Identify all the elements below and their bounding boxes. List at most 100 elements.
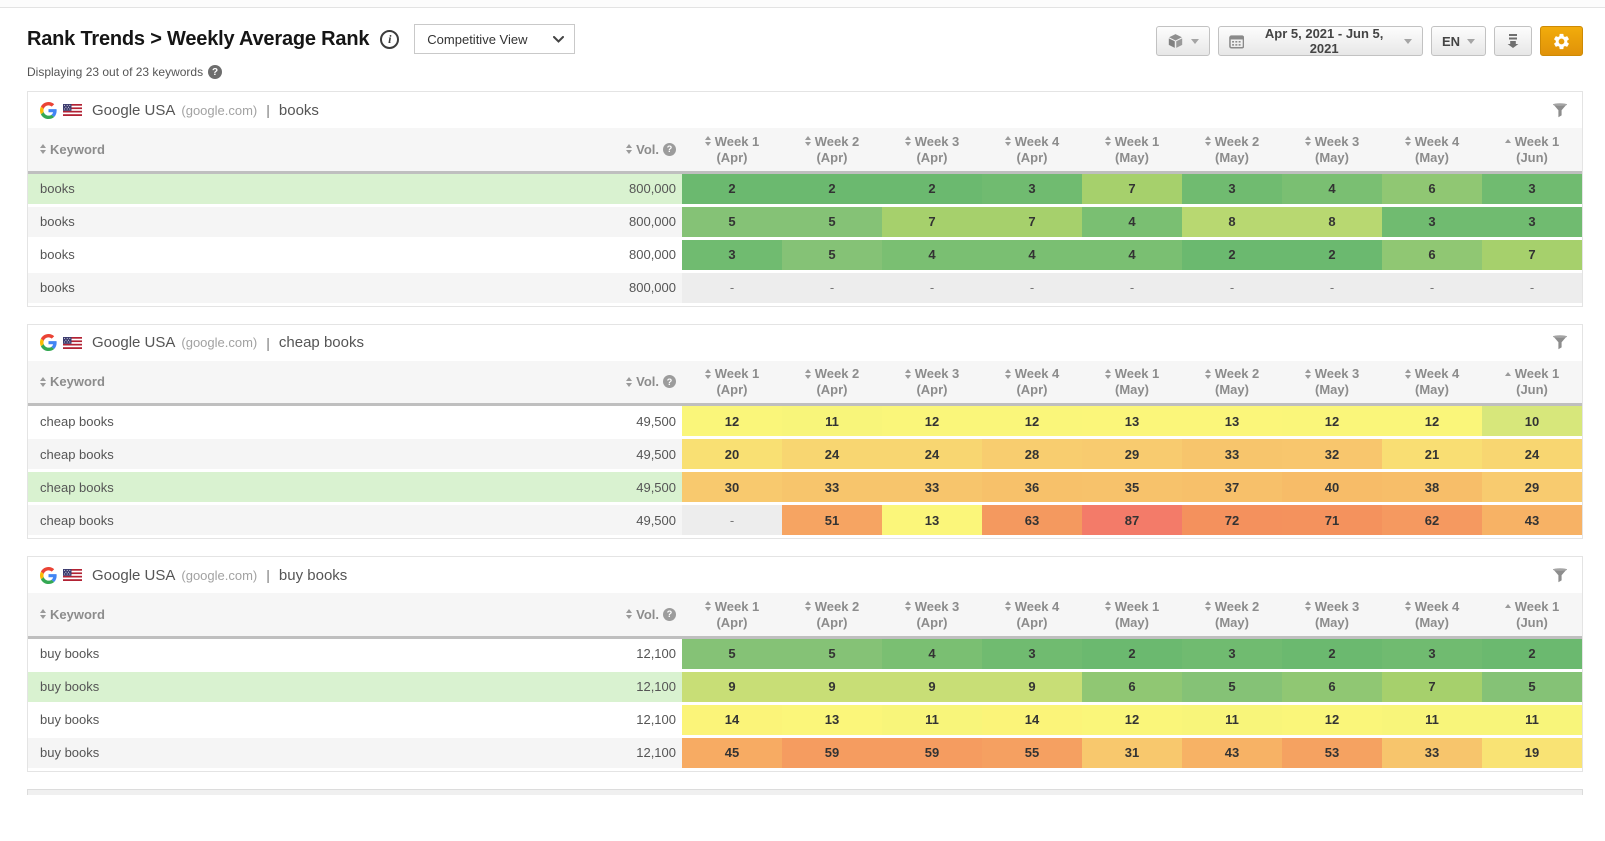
filter-icon[interactable] [1552, 567, 1568, 583]
engine-name: Google USA [92, 334, 176, 351]
filter-icon[interactable] [1552, 335, 1568, 350]
column-header-week-3[interactable]: Week 3 (Apr) [882, 593, 982, 637]
column-header-week-2[interactable]: Week 2 (Apr) [782, 361, 882, 405]
keyword-cell: books [28, 172, 602, 205]
view-selector-value: Competitive View [427, 31, 528, 47]
column-header-week-3[interactable]: Week 3 (Apr) [882, 361, 982, 405]
column-header-volume[interactable]: Vol.? [602, 361, 682, 405]
column-header-week-7[interactable]: Week 3 (May) [1282, 593, 1382, 637]
rank-cell: 8 [1282, 205, 1382, 238]
rank-cell: 37 [1182, 470, 1282, 504]
column-header-volume[interactable]: Vol.? [602, 128, 682, 172]
rank-cell: 30 [682, 470, 782, 504]
column-header-week-4[interactable]: Week 4 (Apr) [982, 593, 1082, 637]
rank-cell: 33 [1182, 437, 1282, 471]
column-header-week-3[interactable]: Week 3 (Apr) [882, 128, 982, 172]
column-header-week-7[interactable]: Week 3 (May) [1282, 361, 1382, 405]
help-icon[interactable]: ? [663, 607, 676, 621]
column-header-week-8[interactable]: Week 4 (May) [1382, 593, 1482, 637]
column-label: Week 4 [1414, 366, 1460, 382]
volume-cell: 800,000 [602, 172, 682, 205]
rank-table: Keyword Vol.? Week 1 (Apr) Week 2 (Apr) Week 3… [28, 128, 1582, 306]
column-label: Vol. [636, 141, 659, 157]
product-selector-button[interactable] [1155, 26, 1210, 56]
volume-cell: 800,000 [602, 271, 682, 304]
sort-icon [1404, 368, 1411, 379]
rank-cell: 2 [1282, 238, 1382, 271]
column-header-week-6[interactable]: Week 2 (May) [1182, 593, 1282, 637]
settings-button[interactable] [1540, 26, 1583, 56]
rank-cell: 9 [682, 670, 782, 703]
keyword-cell: books [28, 271, 602, 304]
column-header-week-8[interactable]: Week 4 (May) [1382, 361, 1482, 405]
column-label: Keyword [50, 606, 105, 622]
filter-icon[interactable] [1552, 102, 1568, 118]
keyword-cell: books [40, 247, 75, 262]
query-name: books [278, 101, 319, 119]
rank-cell: 2 [682, 172, 782, 205]
rank-cell: 9 [782, 670, 882, 703]
download-button[interactable] [1494, 26, 1532, 56]
view-selector-dropdown[interactable]: Competitive View [414, 24, 576, 54]
column-header-week-8[interactable]: Week 4 (May) [1382, 128, 1482, 172]
column-sublabel: (May) [1215, 149, 1249, 165]
column-sublabel: (Jun) [1516, 149, 1548, 165]
column-header-week-9[interactable]: Week 1 (Jun) [1482, 361, 1582, 405]
sort-icon [804, 368, 811, 379]
column-header-keyword[interactable]: Keyword [28, 361, 602, 405]
column-sublabel: (Apr) [816, 149, 848, 165]
column-header-week-1[interactable]: Week 1 (Apr) [682, 593, 782, 637]
column-header-week-9[interactable]: Week 1 (Jun) [1482, 128, 1582, 172]
sort-icon [1204, 136, 1211, 147]
rank-cell: 24 [882, 437, 982, 471]
title-separator: | [266, 567, 270, 583]
page-title: Rank Trends > Weekly Average Rank [27, 27, 370, 50]
column-header-week-1[interactable]: Week 1 (Apr) [682, 361, 782, 405]
column-sublabel: (Apr) [716, 614, 748, 630]
column-header-keyword[interactable]: Keyword [28, 128, 602, 172]
column-label: Week 3 [914, 366, 960, 382]
column-header-week-6[interactable]: Week 2 (May) [1182, 128, 1282, 172]
table-row: buy books 12,100 45 59 59 55 31 43 53 33 19 [28, 736, 1582, 769]
rank-cell: 4 [882, 637, 982, 670]
info-icon[interactable]: i [380, 29, 400, 49]
column-header-week-2[interactable]: Week 2 (Apr) [782, 128, 882, 172]
column-header-volume[interactable]: Vol.? [602, 593, 682, 637]
rank-cell: 33 [782, 470, 882, 504]
rank-cell: - [982, 271, 1082, 304]
column-header-week-7[interactable]: Week 3 (May) [1282, 128, 1382, 172]
column-header-week-5[interactable]: Week 1 (May) [1082, 593, 1182, 637]
column-header-week-5[interactable]: Week 1 (May) [1082, 361, 1182, 405]
column-sublabel: (May) [1415, 382, 1449, 398]
column-header-keyword[interactable]: Keyword [28, 593, 602, 637]
help-icon[interactable]: ? [663, 375, 676, 389]
help-icon[interactable]: ? [663, 142, 676, 156]
cube-icon [1168, 33, 1183, 48]
rank-cell: 13 [1082, 404, 1182, 438]
rank-cell: 9 [982, 670, 1082, 703]
column-header-week-1[interactable]: Week 1 (Apr) [682, 128, 782, 172]
sort-icon [804, 136, 811, 147]
column-header-week-4[interactable]: Week 4 (Apr) [982, 361, 1082, 405]
engine-domain: (google.com) [181, 102, 258, 118]
rank-cell: 11 [782, 404, 882, 438]
download-icon [1507, 34, 1519, 48]
rank-cell: 29 [1482, 470, 1582, 504]
column-header-week-6[interactable]: Week 2 (May) [1182, 361, 1282, 405]
sort-icon [1504, 604, 1511, 609]
rank-cell: - [782, 271, 882, 304]
rank-cell: 4 [1282, 172, 1382, 205]
column-header-week-4[interactable]: Week 4 (Apr) [982, 128, 1082, 172]
column-label: Week 3 [1314, 366, 1360, 382]
column-header-week-2[interactable]: Week 2 (Apr) [782, 593, 882, 637]
rank-cell: 5 [782, 637, 882, 670]
date-range-button[interactable]: Apr 5, 2021 - Jun 5, 2021 [1217, 26, 1423, 56]
column-header-week-9[interactable]: Week 1 (Jun) [1482, 593, 1582, 637]
rank-cell: 8 [1182, 205, 1282, 238]
engine-name: Google USA [92, 101, 176, 119]
volume-cell: 49,500 [636, 413, 676, 429]
language-button[interactable]: EN [1430, 26, 1486, 56]
column-sublabel: (Apr) [716, 149, 748, 165]
column-header-week-5[interactable]: Week 1 (May) [1082, 128, 1182, 172]
help-icon[interactable]: ? [208, 65, 223, 79]
